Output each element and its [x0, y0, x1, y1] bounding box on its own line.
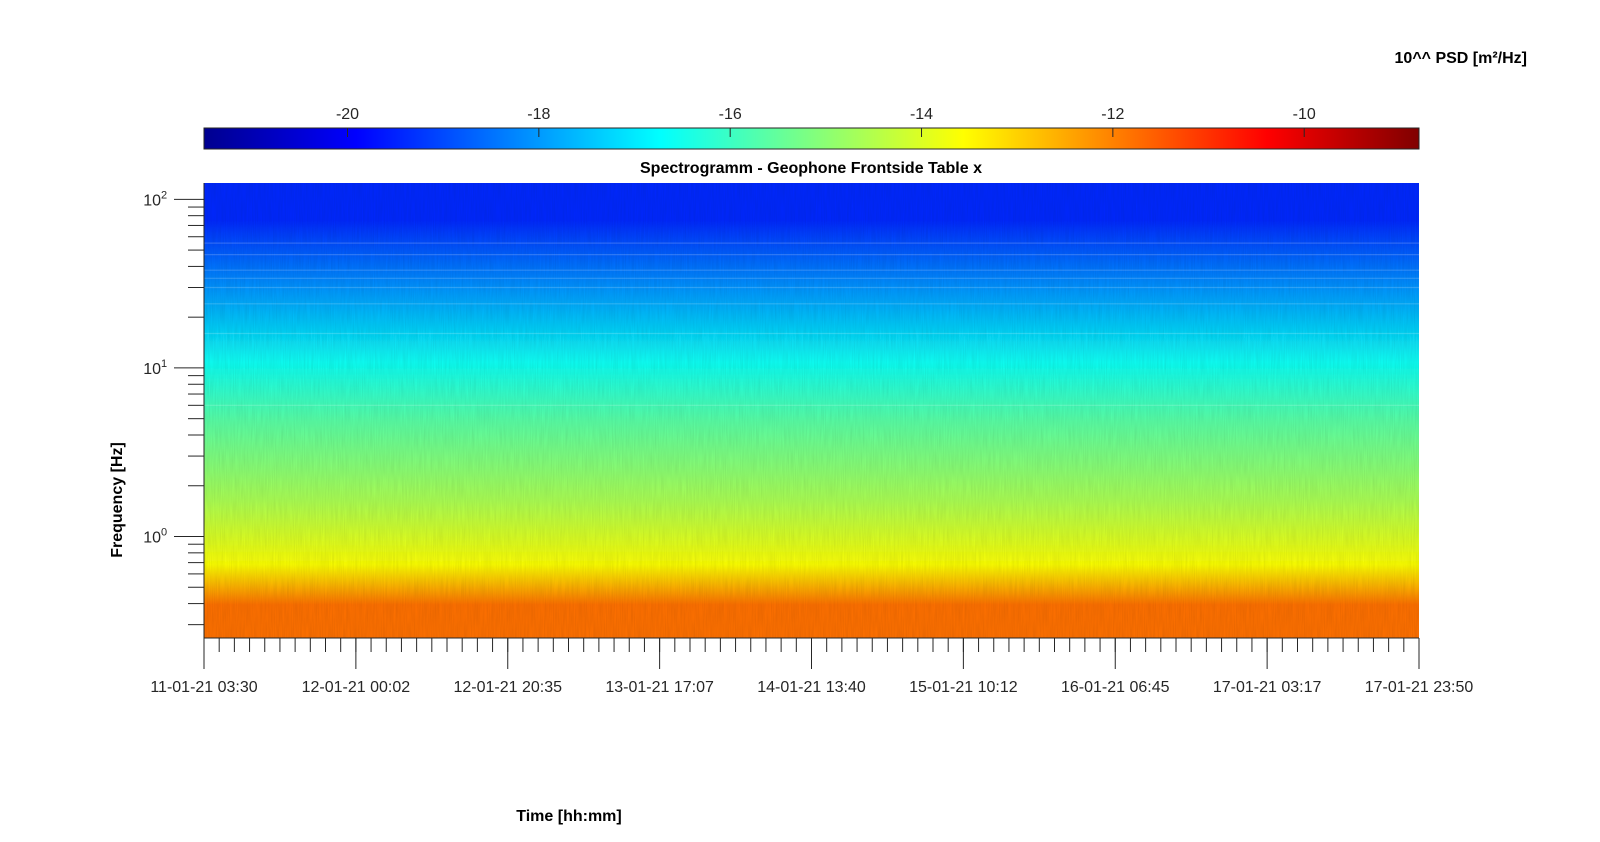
- x-tick-label: 12-01-21 00:02: [302, 679, 411, 696]
- x-tick-label: 13-01-21 17:07: [605, 679, 714, 696]
- x-axis: 11-01-21 03:30 12-01-21 00:02 12-01-21 20:…: [150, 637, 1473, 696]
- y-tick-label: 10: [143, 192, 161, 209]
- colorbar-tick-label: -10: [1293, 106, 1316, 123]
- x-tick-label: 15-01-21 10:12: [909, 679, 1018, 696]
- colorbar: 10^^ PSD [m²/Hz] -20 -18 -16 -14 -12 -10: [203, 50, 1527, 150]
- colorbar-ticks: -20 -18 -16 -14 -12 -10: [336, 106, 1316, 137]
- colorbar-tick-label: -20: [336, 106, 359, 123]
- x-tick-label: 14-01-21 13:40: [757, 679, 866, 696]
- spectrogram-image: [204, 183, 1419, 638]
- colorbar-tick-label: -12: [1101, 106, 1124, 123]
- spectral-lines: [204, 242, 1419, 406]
- x-tick-label: 11-01-21 03:30: [150, 679, 257, 696]
- x-axis-title: Time [hh:mm]: [516, 808, 621, 825]
- colorbar-label: 10^^ PSD [m²/Hz]: [1395, 50, 1527, 67]
- y-tick-label: 10: [143, 530, 161, 547]
- colorbar-tick-label: -16: [719, 106, 742, 123]
- y-tick-exponent: 2: [161, 189, 167, 201]
- colorbar-tick-label: -14: [910, 106, 933, 123]
- y-minor-ticks: [188, 206, 204, 626]
- x-tick-label: 17-01-21 23:50: [1365, 679, 1474, 696]
- x-tick-label: 12-01-21 20:35: [453, 679, 562, 696]
- colorbar-tick-label: -18: [527, 106, 550, 123]
- plot-area: [204, 183, 1419, 638]
- colorbar-gradient: [203, 127, 1420, 150]
- x-major-ticks: 11-01-21 03:30 12-01-21 00:02 12-01-21 20:…: [150, 638, 1473, 696]
- y-tick-exponent: 0: [161, 527, 167, 539]
- y-tick-label: 10: [143, 361, 161, 378]
- chart-title: Spectrogramm - Geophone Frontside Table …: [640, 160, 982, 177]
- x-tick-label: 17-01-21 03:17: [1213, 679, 1322, 696]
- y-tick-exponent: 1: [161, 358, 167, 370]
- x-tick-label: 16-01-21 06:45: [1061, 679, 1170, 696]
- y-axis-title: Frequency [Hz]: [109, 442, 126, 558]
